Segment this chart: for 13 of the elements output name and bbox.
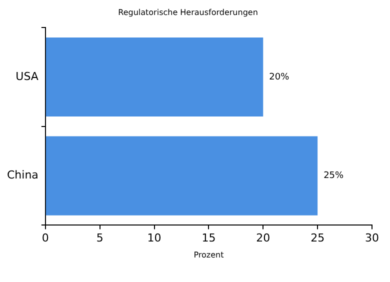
x-tick-label: 30 [365,232,379,245]
x-tick-label: 25 [310,232,325,245]
x-tick-label: 20 [256,232,270,245]
y-tick-label: USA [16,70,39,83]
data-label: 20% [269,72,290,82]
x-tick-label: 5 [96,232,104,245]
x-axis-title: Prozent [194,250,224,260]
x-tick-label: 10 [147,232,162,245]
y-tick-label: China [7,168,38,182]
x-tick-label: 0 [42,232,49,245]
x-tick-label: 15 [202,232,216,245]
data-label: 25% [324,171,344,182]
chart-title: Regulatorische Herausforderungen [118,8,258,17]
